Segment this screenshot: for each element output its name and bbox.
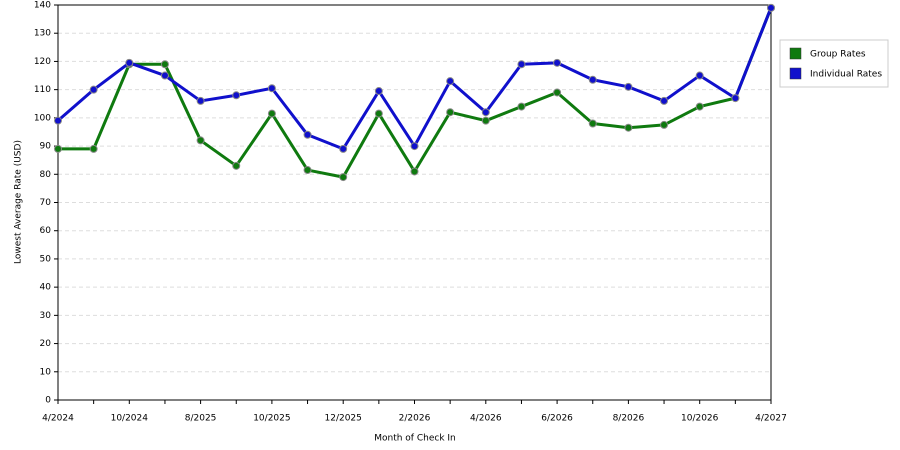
y-tick-label: 140	[34, 1, 51, 11]
y-tick-label: 0	[45, 396, 51, 406]
data-point	[588, 75, 597, 84]
data-point	[374, 109, 383, 118]
y-tick-label: 10	[40, 367, 52, 377]
x-tick-label: 10/2026	[681, 414, 719, 424]
data-point	[267, 109, 276, 118]
data-point	[160, 60, 169, 69]
data-point	[160, 71, 169, 80]
x-tick-label: 2/2026	[399, 414, 431, 424]
legend-swatch	[789, 67, 802, 80]
y-tick-label: 70	[40, 198, 52, 208]
x-tick-label: 4/2027	[755, 414, 787, 424]
data-point	[624, 123, 633, 132]
data-point	[232, 91, 241, 100]
x-axis-label: Month of Check In	[374, 434, 456, 444]
data-point	[660, 120, 669, 129]
x-tick-label: 10/2025	[253, 414, 290, 424]
y-tick-label: 90	[40, 142, 52, 152]
data-point	[196, 136, 205, 145]
data-point	[267, 84, 276, 93]
x-tick-label: 8/2026	[613, 414, 645, 424]
x-tick-label: 4/2026	[470, 414, 502, 424]
data-point	[553, 88, 562, 97]
data-point	[410, 142, 419, 151]
y-tick-label: 110	[34, 85, 51, 95]
y-tick-label: 30	[40, 311, 52, 321]
data-point	[374, 87, 383, 96]
legend-label: Group Rates	[810, 50, 866, 60]
data-point	[481, 116, 490, 125]
y-tick-label: 40	[40, 283, 52, 293]
data-point	[660, 96, 669, 105]
data-point	[303, 130, 312, 139]
x-tick-label: 6/2026	[541, 414, 573, 424]
data-point	[517, 102, 526, 111]
data-point	[517, 60, 526, 69]
data-point	[446, 77, 455, 86]
data-point	[232, 161, 241, 170]
data-point	[89, 85, 98, 94]
data-point	[54, 144, 62, 153]
y-tick-label: 120	[34, 57, 51, 67]
data-point	[339, 173, 348, 182]
data-point	[196, 96, 205, 105]
data-point	[553, 58, 562, 67]
data-point	[410, 167, 419, 176]
legend-label: Individual Rates	[810, 70, 882, 80]
legend-swatch	[789, 47, 802, 60]
data-point	[767, 3, 775, 12]
data-point	[339, 144, 348, 153]
data-point	[481, 108, 490, 117]
x-tick-label: 10/2024	[111, 414, 149, 424]
data-point	[731, 94, 740, 103]
y-axis-label: Lowest Average Rate (USD)	[14, 140, 24, 264]
data-point	[303, 166, 312, 175]
data-point	[446, 108, 455, 117]
legend-box	[779, 39, 889, 88]
y-tick-label: 50	[40, 254, 52, 264]
data-point	[89, 144, 98, 153]
y-tick-label: 130	[34, 29, 51, 39]
y-tick-label: 60	[40, 226, 52, 236]
data-point	[588, 119, 597, 128]
data-point	[125, 58, 134, 67]
y-tick-label: 80	[40, 170, 52, 180]
data-point	[695, 102, 704, 111]
y-tick-label: 20	[40, 339, 52, 349]
x-tick-label: 8/2025	[185, 414, 217, 424]
data-point	[695, 71, 704, 80]
data-point	[54, 116, 62, 125]
y-tick-label: 100	[34, 113, 51, 123]
x-tick-label: 12/2025	[325, 414, 362, 424]
x-tick-label: 4/2024	[42, 414, 74, 424]
data-point	[624, 82, 633, 91]
